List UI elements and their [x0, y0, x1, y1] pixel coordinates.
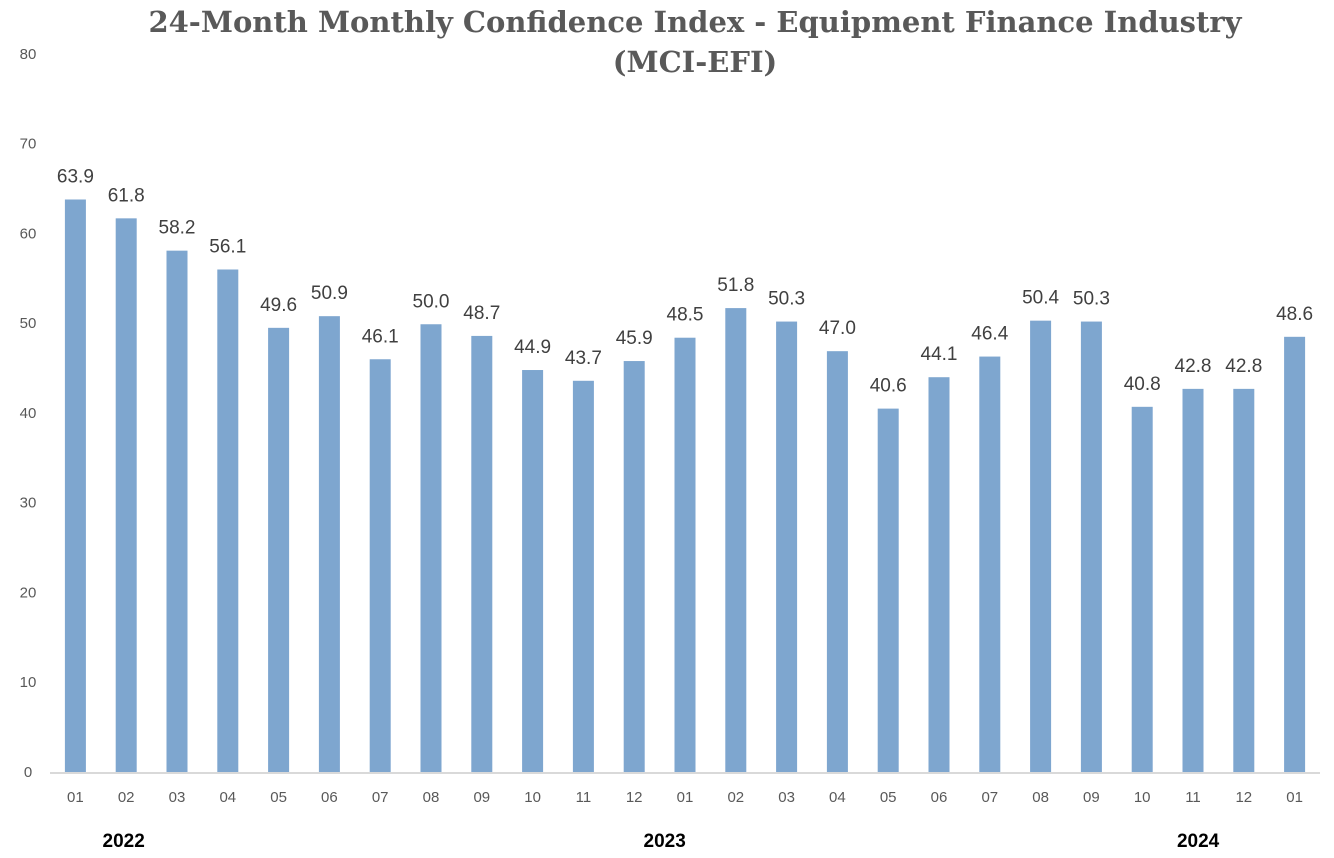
bar	[979, 356, 1001, 773]
y-tick-label: 20	[20, 584, 37, 601]
bar	[725, 308, 747, 773]
data-label: 48.6	[1276, 304, 1313, 325]
y-tick-label: 40	[20, 405, 37, 422]
x-tick-label: 09	[1083, 789, 1100, 806]
data-label: 48.5	[667, 305, 704, 326]
bar	[776, 321, 798, 773]
data-label: 46.4	[971, 324, 1008, 345]
x-tick-label: 04	[829, 789, 846, 806]
year-label: 2023	[644, 831, 686, 852]
x-tick-label: 02	[727, 789, 744, 806]
bar	[572, 380, 594, 773]
data-label: 43.7	[565, 348, 602, 369]
y-tick-label: 10	[20, 674, 37, 691]
bar	[318, 316, 340, 773]
data-label: 61.8	[108, 185, 145, 206]
y-tick-label: 0	[24, 764, 32, 781]
x-tick-label: 02	[118, 789, 135, 806]
x-tick-label: 03	[778, 789, 795, 806]
x-tick-label: 05	[270, 789, 287, 806]
bar	[369, 359, 391, 773]
x-tick-label: 07	[981, 789, 998, 806]
x-tick-label: 05	[880, 789, 897, 806]
bar	[1182, 388, 1204, 773]
bar	[1233, 388, 1255, 773]
data-label: 50.0	[413, 291, 450, 312]
x-tick-label: 11	[576, 789, 592, 806]
data-label: 46.1	[362, 326, 399, 347]
y-tick-label: 50	[20, 315, 37, 332]
x-tick-label: 12	[626, 789, 643, 806]
bar	[166, 250, 188, 773]
x-tick-label: 01	[677, 789, 694, 806]
data-label: 44.9	[514, 337, 551, 358]
chart-title: (MCI-EFI)	[613, 45, 777, 79]
y-tick-label: 70	[20, 136, 37, 153]
x-tick-label: 10	[1134, 789, 1151, 806]
year-label: 2022	[103, 831, 145, 852]
y-tick-label: 30	[20, 495, 37, 512]
x-tick-label: 07	[372, 789, 389, 806]
bar	[64, 199, 86, 773]
data-label: 44.1	[921, 344, 958, 365]
data-label: 50.4	[1022, 288, 1059, 309]
bar	[217, 269, 239, 773]
x-tick-label: 06	[321, 789, 338, 806]
data-label: 48.7	[463, 303, 500, 324]
x-tick-label: 10	[524, 789, 541, 806]
bar	[826, 351, 848, 773]
chart-title: 24-Month Monthly Confidence Index - Equi…	[148, 5, 1242, 39]
x-tick-label: 03	[169, 789, 186, 806]
data-label: 45.9	[616, 328, 653, 349]
x-tick-label: 08	[423, 789, 440, 806]
data-label: 50.3	[768, 289, 805, 310]
x-tick-label: 01	[1286, 789, 1303, 806]
bar	[1030, 320, 1052, 773]
data-label: 42.8	[1225, 356, 1262, 377]
bar	[1284, 336, 1306, 773]
bar	[1131, 406, 1153, 773]
bar	[1080, 321, 1102, 773]
x-tick-label: 11	[1185, 789, 1201, 806]
bar	[877, 408, 899, 773]
data-label: 58.2	[159, 218, 196, 239]
data-label: 50.3	[1073, 289, 1110, 310]
bar	[268, 327, 290, 773]
data-label: 42.8	[1175, 356, 1212, 377]
data-label: 40.8	[1124, 374, 1161, 395]
bar	[471, 335, 493, 773]
bar	[928, 377, 950, 773]
x-tick-label: 08	[1032, 789, 1049, 806]
bar	[115, 218, 137, 774]
bar	[674, 337, 696, 773]
x-tick-label: 12	[1235, 789, 1252, 806]
bar	[623, 361, 645, 773]
data-label: 47.0	[819, 318, 856, 339]
data-label: 49.6	[260, 295, 297, 316]
x-tick-label: 06	[931, 789, 948, 806]
y-tick-label: 80	[20, 46, 37, 63]
x-tick-label: 04	[219, 789, 236, 806]
data-label: 40.6	[870, 376, 907, 397]
year-label: 2024	[1177, 831, 1220, 852]
x-tick-label: 09	[473, 789, 490, 806]
y-tick-label: 60	[20, 225, 37, 242]
x-tick-label: 01	[67, 789, 84, 806]
bar	[420, 324, 442, 773]
data-label: 63.9	[57, 167, 94, 188]
data-label: 51.8	[717, 275, 754, 296]
data-label: 56.1	[209, 237, 246, 258]
data-label: 50.9	[311, 283, 348, 304]
bar	[522, 370, 544, 773]
